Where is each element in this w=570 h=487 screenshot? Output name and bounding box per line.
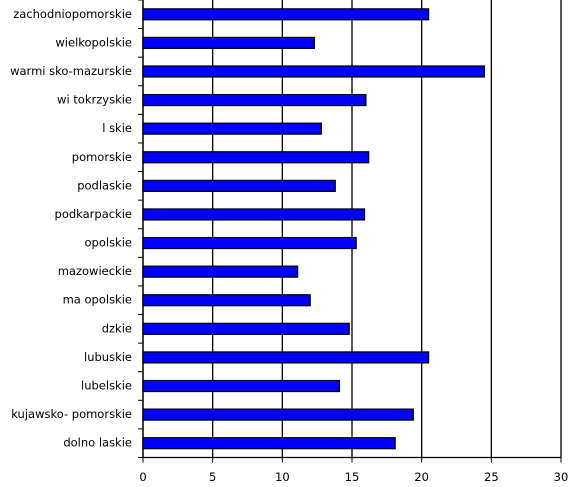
bar — [142, 437, 396, 450]
bar — [142, 408, 414, 421]
bar — [142, 36, 315, 49]
bar — [142, 8, 430, 21]
x-tick-label: 15 — [345, 470, 360, 484]
x-tick-label: 30 — [554, 470, 569, 484]
x-tick-label: 10 — [275, 470, 290, 484]
y-tick-label: opolskie — [85, 236, 133, 250]
x-tick-label: 20 — [414, 470, 429, 484]
bar — [142, 65, 485, 78]
y-tick-label: wielkopolskie — [55, 35, 132, 49]
y-tick-label: warmi sko-mazurskie — [10, 64, 132, 78]
y-tick-label: lubuskie — [84, 350, 132, 364]
bar — [142, 122, 322, 135]
y-tick-label: podkarpackie — [55, 207, 132, 221]
bar — [142, 208, 366, 221]
bar — [142, 322, 350, 335]
y-tick-label: dolno laskie — [63, 436, 132, 450]
y-tick-label: l skie — [102, 121, 132, 135]
bar — [142, 151, 370, 164]
bar — [142, 379, 341, 393]
bar — [142, 236, 357, 250]
y-tick-label: lubelskie — [81, 379, 132, 393]
x-tick-label: 5 — [209, 470, 216, 484]
bar — [142, 294, 311, 307]
bar — [142, 179, 336, 192]
bar — [142, 265, 299, 278]
y-tick-label: mazowieckie — [58, 264, 132, 278]
x-tick-label: 0 — [139, 470, 146, 484]
y-tick-label: pomorskie — [72, 150, 132, 164]
bar — [142, 351, 430, 364]
bar — [142, 93, 367, 107]
x-tick-label: 25 — [484, 470, 499, 484]
y-tick-label: podlaskie — [77, 178, 132, 192]
y-tick-label: wi tokrzyskie — [57, 93, 132, 107]
y-tick-label: ma opolskie — [63, 293, 132, 307]
y-tick-label: kujawsko- pomorskie — [11, 407, 132, 421]
y-tick-label: dzkie — [102, 321, 132, 335]
y-tick-label: zachodniopomorskie — [13, 7, 132, 21]
